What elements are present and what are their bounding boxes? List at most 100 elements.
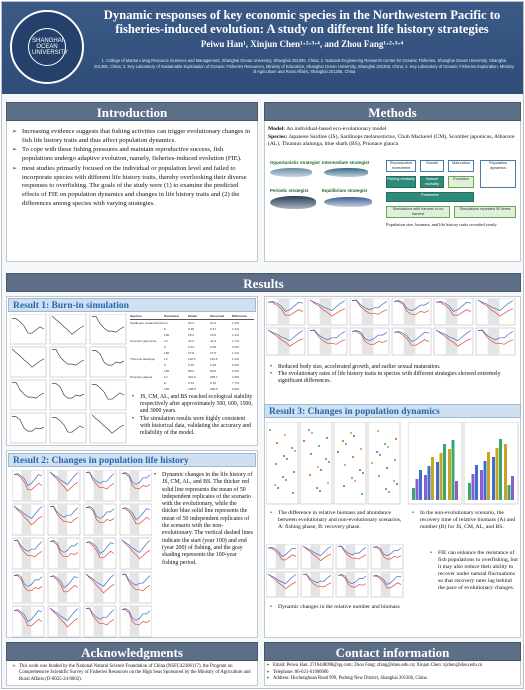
species-label: Species: <box>268 134 288 140</box>
scatter-point <box>311 432 313 434</box>
recovery-bar <box>487 452 490 500</box>
scatter-panel-frame <box>367 422 401 505</box>
table-cell: 0.30 <box>210 345 217 349</box>
evolutionary-series-line <box>13 505 43 526</box>
scatter-point <box>327 482 329 484</box>
scatter-point <box>326 437 328 439</box>
fishing-period-shade <box>21 470 32 501</box>
non-evolutionary-series-line <box>372 574 402 585</box>
result1-bullets: JS, CM, AL, and BS reached ecological st… <box>132 394 256 437</box>
non-evolutionary-series-line <box>337 574 367 585</box>
result3-fie-text: FIE can enhance the resistance of fish p… <box>430 550 520 593</box>
contact-list: Email: Peiwu Han: 2718448098@qq.com; Zho… <box>266 663 518 683</box>
fishing-period-shade <box>21 538 32 569</box>
table-cell: 1.2% <box>232 333 240 337</box>
scatter-point <box>350 432 352 434</box>
table-cell: L50 <box>164 351 170 355</box>
recovery-bar <box>468 483 471 500</box>
burn-in-series-line <box>92 384 125 400</box>
recovery-bar <box>431 457 434 500</box>
non-evolutionary-series-line <box>351 299 388 311</box>
evolutionary-series-line <box>86 507 115 524</box>
flow-note-1: Simulations with harvest or no harvest <box>386 206 450 218</box>
burn-in-series-line <box>52 383 85 399</box>
species-text: Japanese Sardine (JS), Sardinops melanos… <box>268 134 515 148</box>
recovery-bar <box>436 462 439 500</box>
fishing-period-shade <box>93 606 104 637</box>
scatter-point <box>319 490 321 492</box>
fishing-period-shade <box>403 328 416 355</box>
fishing-period-shade <box>93 538 104 569</box>
table-cell: 118.3 <box>188 357 196 361</box>
fishing-period-shade <box>310 572 321 597</box>
scatter-point <box>285 479 287 481</box>
scatter-point <box>386 467 388 469</box>
non-evolutionary-series-line <box>267 329 304 342</box>
table-cell: 0.48 <box>188 327 195 331</box>
flow-note-3: Simulations repeated 50 times <box>454 206 516 218</box>
flow-box-fishing: Fishing mortality <box>386 176 416 188</box>
result3-fie-bullet: FIE can enhance the resistance of fish p… <box>430 550 520 593</box>
scatter-point <box>294 450 296 452</box>
evolutionary-series-line <box>14 610 43 627</box>
model-text: An individual-based eco-evolutionary mod… <box>286 126 387 132</box>
evolutionary-series-line <box>268 547 297 561</box>
evolutionary-series-line <box>267 329 304 347</box>
scatter-point <box>360 448 362 450</box>
fishing-period-shade <box>445 298 458 325</box>
evolutionary-series-line <box>477 299 514 317</box>
ack-bullet: This work was funded by the National Nat… <box>12 664 254 683</box>
table-cell: L∞ <box>164 357 168 361</box>
evolutionary-series-line <box>394 301 430 315</box>
result1-bullet-1: JS, CM, AL, and BS reached ecological st… <box>132 394 256 416</box>
table-cell: 0.19 <box>188 363 195 367</box>
scatter-point <box>308 429 310 431</box>
logo-text: SHANGHAI OCEAN UNIVERSITY <box>32 38 69 56</box>
burn-in-series-line <box>12 382 45 399</box>
table-cell: 41.2 <box>188 339 195 343</box>
evolutionary-series-line <box>310 330 346 345</box>
recovery-bar <box>455 481 458 500</box>
table-cell: L∞ <box>164 321 168 325</box>
contact-address: Address: Huchenghuan Road 999, Pudong Ne… <box>266 676 518 683</box>
evolutionary-series-line <box>435 329 472 347</box>
result3-right-text: In the non-evolutionary scenario, the re… <box>412 510 518 531</box>
blue-shark-fish-icon <box>324 197 372 207</box>
non-evolutionary-series-line <box>85 471 115 484</box>
evolutionary-series-line <box>14 474 43 491</box>
ack-heading: Acknowledgments <box>6 642 258 661</box>
scatter-point <box>395 438 397 440</box>
burn-in-series-line <box>52 349 85 366</box>
fishing-period-shade <box>345 572 356 597</box>
fishing-period-shade <box>21 572 32 603</box>
scatter-point <box>344 464 346 466</box>
non-evolutionary-series-line <box>49 505 79 518</box>
results-top-bullet-2: The evolutionary rates of life history t… <box>270 371 518 385</box>
table-cell: L∞ <box>164 375 168 379</box>
non-evolutionary-series-line <box>267 301 304 312</box>
recovery-bar <box>412 488 415 500</box>
fishing-period-shade <box>361 298 374 325</box>
evolutionary-series-line <box>394 331 430 346</box>
burn-in-series-line <box>52 417 85 433</box>
mini-panel-frame <box>10 412 47 444</box>
non-evolutionary-series-line <box>121 608 151 621</box>
evolutionary-series-line <box>86 472 115 490</box>
results-top-bullet-1: Reduced body size, accelerated growth, a… <box>270 364 518 371</box>
non-evolutionary-series-line <box>351 330 388 341</box>
non-evolutionary-series-line <box>337 545 367 556</box>
scatter-point <box>310 453 312 455</box>
recovery-bar <box>419 470 422 500</box>
scatter-point <box>292 492 294 494</box>
scatter-point <box>317 466 319 468</box>
calibration-table: Species Parameter Model Observed Difference S… <box>130 314 254 394</box>
non-evolutionary-series-line <box>13 609 43 622</box>
evolutionary-series-line <box>373 546 402 560</box>
scatter-panel-frame <box>333 422 367 505</box>
table-cell: 41.9 <box>210 339 217 343</box>
table-header-cell: Observed <box>210 314 225 318</box>
strategy-label-periodic: Periodic strategist <box>270 188 309 193</box>
relative-number-biomass-charts <box>266 544 404 598</box>
non-evolutionary-series-line <box>13 505 43 519</box>
